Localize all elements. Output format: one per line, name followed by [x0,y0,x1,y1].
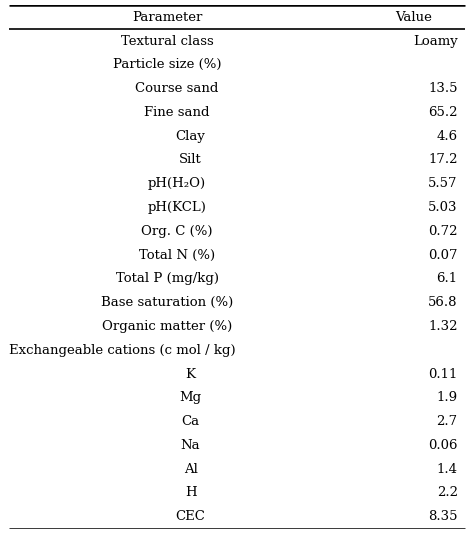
Text: 65.2: 65.2 [428,106,457,119]
Text: Value: Value [395,11,432,23]
Text: Na: Na [181,439,201,452]
Text: 0.06: 0.06 [428,439,457,452]
Text: 13.5: 13.5 [428,82,457,95]
Text: 1.4: 1.4 [437,462,457,476]
Text: Total P (mg/kg): Total P (mg/kg) [116,272,219,285]
Text: Loamy: Loamy [413,35,457,48]
Text: Al: Al [183,462,198,476]
Text: 56.8: 56.8 [428,296,457,309]
Text: Particle size (%): Particle size (%) [113,58,221,72]
Text: Fine sand: Fine sand [144,106,210,119]
Text: pH(KCL): pH(KCL) [147,201,206,214]
Text: 6.1: 6.1 [437,272,457,285]
Text: Textural class: Textural class [121,35,214,48]
Text: pH(H₂O): pH(H₂O) [147,177,206,190]
Text: Exchangeable cations (c mol / kg): Exchangeable cations (c mol / kg) [9,344,236,357]
Text: Mg: Mg [180,391,201,404]
Text: Clay: Clay [175,130,206,143]
Text: K: K [185,367,196,381]
Text: Total N (%): Total N (%) [138,249,215,262]
Text: 2.7: 2.7 [437,415,457,428]
Text: 0.07: 0.07 [428,249,457,262]
Text: Organic matter (%): Organic matter (%) [102,320,232,333]
Text: 8.35: 8.35 [428,511,457,523]
Text: 5.57: 5.57 [428,177,457,190]
Text: CEC: CEC [175,511,206,523]
Text: 5.03: 5.03 [428,201,457,214]
Text: Silt: Silt [179,153,202,167]
Text: Course sand: Course sand [135,82,219,95]
Text: H: H [185,486,196,499]
Text: Ca: Ca [182,415,200,428]
Text: Org. C (%): Org. C (%) [141,225,212,238]
Text: 4.6: 4.6 [437,130,457,143]
Text: 0.72: 0.72 [428,225,457,238]
Text: 2.2: 2.2 [437,486,457,499]
Text: 1.9: 1.9 [437,391,457,404]
Text: 17.2: 17.2 [428,153,457,167]
Text: Parameter: Parameter [132,11,202,23]
Text: 0.11: 0.11 [428,367,457,381]
Text: 1.32: 1.32 [428,320,457,333]
Text: Base saturation (%): Base saturation (%) [101,296,234,309]
